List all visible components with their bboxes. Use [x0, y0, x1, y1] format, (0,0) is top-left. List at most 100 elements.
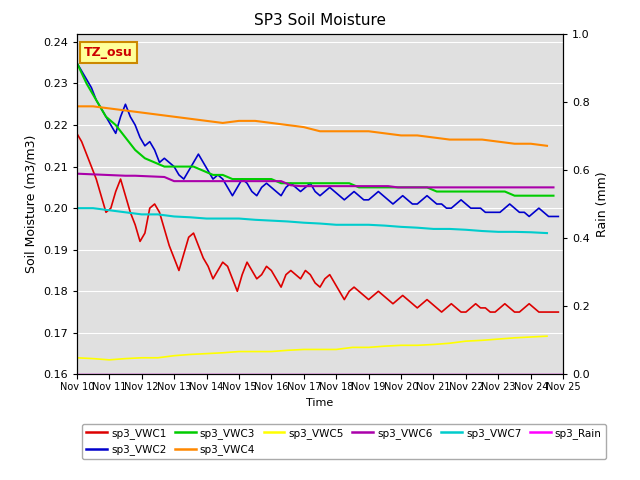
sp3_VWC1: [321, 276, 329, 282]
sp3_VWC6: [346, 183, 353, 189]
sp3_VWC4: [397, 132, 405, 138]
sp3_VWC3: [335, 180, 343, 186]
sp3_VWC4: [122, 108, 129, 113]
sp3_VWC6: [92, 172, 100, 178]
sp3_VWC3: [481, 189, 489, 194]
sp3_VWC3: [413, 184, 421, 190]
sp3_VWC5: [89, 356, 97, 361]
sp3_VWC3: [73, 60, 81, 66]
Line: sp3_VWC6: sp3_VWC6: [77, 174, 554, 187]
sp3_VWC3: [180, 164, 188, 169]
sp3_VWC6: [550, 184, 557, 190]
sp3_VWC7: [106, 207, 113, 213]
sp3_VWC7: [413, 225, 421, 230]
sp3_VWC4: [478, 137, 486, 143]
sp3_VWC5: [543, 333, 551, 339]
sp3_VWC6: [209, 178, 217, 184]
sp3_VWC3: [307, 180, 314, 186]
sp3_VWC7: [429, 226, 437, 232]
sp3_VWC4: [252, 118, 259, 124]
sp3_VWC4: [349, 128, 356, 134]
sp3_VWC4: [332, 128, 340, 134]
sp3_VWC1: [360, 292, 367, 298]
Legend: sp3_VWC1, sp3_VWC2, sp3_VWC3, sp3_VWC4, sp3_VWC5, sp3_VWC6, sp3_VWC7, sp3_Rain: sp3_VWC1, sp3_VWC2, sp3_VWC3, sp3_VWC4, …: [82, 424, 605, 459]
sp3_VWC6: [248, 178, 256, 184]
sp3_VWC7: [89, 205, 97, 211]
sp3_VWC5: [511, 335, 518, 341]
sp3_VWC6: [384, 183, 392, 189]
sp3_VWC3: [219, 172, 227, 178]
sp3_VWC6: [200, 178, 207, 184]
sp3_VWC3: [209, 172, 217, 178]
sp3_VWC3: [443, 189, 451, 194]
sp3_VWC3: [472, 189, 479, 194]
sp3_VWC4: [138, 110, 145, 116]
sp3_VWC2: [321, 189, 329, 194]
sp3_VWC4: [543, 143, 551, 149]
sp3_VWC5: [429, 342, 437, 348]
sp3_VWC7: [122, 209, 129, 215]
sp3_VWC3: [501, 189, 509, 194]
sp3_VWC3: [394, 184, 402, 190]
sp3_VWC3: [122, 134, 129, 140]
Line: sp3_VWC4: sp3_VWC4: [77, 107, 547, 146]
sp3_VWC5: [381, 343, 388, 349]
Line: sp3_VWC2: sp3_VWC2: [77, 63, 558, 216]
sp3_VWC6: [540, 184, 548, 190]
sp3_VWC6: [423, 184, 431, 190]
sp3_VWC7: [397, 224, 405, 230]
sp3_VWC6: [297, 183, 305, 189]
sp3_VWC5: [413, 342, 421, 348]
sp3_VWC3: [189, 164, 197, 169]
sp3_VWC7: [219, 216, 227, 221]
sp3_VWC7: [462, 227, 470, 233]
sp3_VWC6: [277, 178, 285, 184]
sp3_VWC6: [316, 183, 324, 189]
sp3_VWC4: [154, 112, 162, 118]
sp3_VWC7: [73, 205, 81, 211]
sp3_VWC5: [106, 357, 113, 363]
sp3_VWC7: [186, 215, 194, 220]
sp3_VWC4: [170, 114, 178, 120]
Y-axis label: Soil Moisture (m3/m3): Soil Moisture (m3/m3): [24, 135, 37, 273]
sp3_VWC5: [284, 348, 291, 353]
sp3_VWC1: [535, 309, 543, 315]
sp3_VWC5: [365, 345, 372, 350]
sp3_VWC3: [141, 156, 148, 161]
sp3_VWC6: [122, 173, 129, 179]
sp3_VWC5: [219, 350, 227, 356]
sp3_VWC6: [462, 184, 470, 190]
sp3_VWC3: [316, 180, 324, 186]
sp3_VWC4: [300, 124, 308, 130]
sp3_VWC6: [307, 183, 314, 189]
sp3_VWC7: [268, 218, 275, 224]
sp3_VWC6: [413, 184, 421, 190]
sp3_VWC6: [394, 184, 402, 190]
sp3_VWC4: [219, 120, 227, 126]
sp3_VWC6: [141, 173, 148, 179]
sp3_VWC4: [495, 139, 502, 144]
Line: sp3_VWC5: sp3_VWC5: [77, 336, 547, 360]
sp3_VWC4: [462, 137, 470, 143]
sp3_VWC5: [122, 356, 129, 361]
sp3_VWC3: [112, 122, 120, 128]
sp3_VWC4: [235, 118, 243, 124]
sp3_VWC6: [511, 184, 518, 190]
sp3_VWC7: [349, 222, 356, 228]
sp3_VWC4: [106, 106, 113, 111]
sp3_VWC6: [452, 184, 460, 190]
sp3_VWC5: [527, 334, 534, 340]
sp3_VWC4: [429, 134, 437, 140]
sp3_VWC3: [384, 184, 392, 190]
sp3_VWC4: [89, 104, 97, 109]
sp3_VWC4: [73, 104, 81, 109]
sp3_VWC3: [374, 184, 382, 190]
sp3_VWC5: [478, 337, 486, 343]
sp3_VWC6: [472, 184, 479, 190]
sp3_VWC7: [381, 223, 388, 228]
sp3_VWC5: [446, 340, 454, 346]
sp3_VWC6: [355, 183, 363, 189]
sp3_VWC3: [540, 193, 548, 199]
Title: SP3 Soil Moisture: SP3 Soil Moisture: [254, 13, 386, 28]
sp3_VWC1: [520, 305, 528, 311]
